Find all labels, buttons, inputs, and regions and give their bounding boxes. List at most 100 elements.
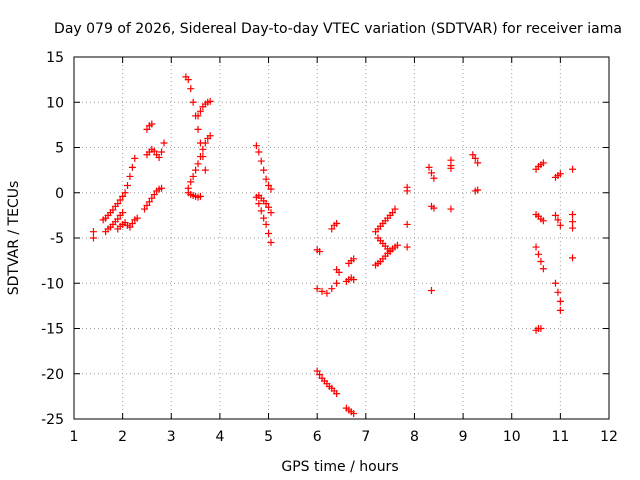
series-arc-al bbox=[552, 279, 564, 314]
data-point bbox=[133, 214, 141, 222]
data-point bbox=[556, 170, 564, 178]
data-point bbox=[158, 148, 166, 156]
data-point bbox=[447, 205, 455, 213]
series-arc-n bbox=[255, 191, 275, 217]
data-point bbox=[539, 217, 547, 225]
series-arc-aj bbox=[552, 170, 564, 181]
series-arc-i bbox=[184, 132, 214, 192]
data-point bbox=[403, 220, 411, 228]
x-tick-label: 11 bbox=[551, 429, 569, 445]
data-point bbox=[265, 229, 273, 237]
data-point bbox=[260, 214, 268, 222]
series-arc-t bbox=[345, 255, 358, 267]
series-arc-v bbox=[342, 404, 358, 418]
data-point bbox=[128, 163, 136, 171]
series-arc-e bbox=[143, 120, 156, 133]
y-tick-label: 15 bbox=[46, 50, 64, 66]
data-point bbox=[556, 221, 564, 229]
data-point bbox=[323, 289, 331, 297]
y-axis-label: SDTVAR / TECUs bbox=[6, 181, 22, 296]
data-point bbox=[313, 285, 321, 293]
series-arc-af bbox=[532, 159, 547, 173]
x-tick-label: 4 bbox=[215, 429, 224, 445]
data-point bbox=[552, 279, 559, 287]
data-point bbox=[148, 194, 156, 202]
data-point bbox=[403, 243, 411, 251]
data-point bbox=[201, 139, 209, 147]
data-point bbox=[532, 243, 540, 251]
data-point bbox=[552, 211, 559, 219]
data-point bbox=[262, 175, 270, 183]
data-point bbox=[328, 225, 336, 233]
x-tick-label: 12 bbox=[600, 429, 618, 445]
x-tick-label: 5 bbox=[264, 429, 273, 445]
data-point bbox=[160, 139, 168, 147]
data-point bbox=[427, 286, 435, 294]
data-point bbox=[447, 164, 455, 172]
data-point bbox=[333, 279, 341, 287]
data-point bbox=[199, 145, 207, 153]
x-tick-label: 8 bbox=[410, 429, 419, 445]
series-arc-q bbox=[328, 220, 341, 233]
series-arc-d bbox=[114, 214, 141, 233]
data-point bbox=[474, 186, 482, 194]
series-arc-aa bbox=[425, 163, 438, 182]
series-arc-r bbox=[333, 266, 343, 276]
data-point bbox=[386, 248, 394, 256]
data-point bbox=[116, 196, 124, 204]
data-point bbox=[143, 201, 151, 209]
data-point bbox=[403, 187, 411, 195]
data-point bbox=[145, 198, 153, 206]
data-point bbox=[119, 209, 127, 217]
data-point bbox=[126, 172, 134, 180]
data-point bbox=[350, 255, 358, 263]
series-arc-g bbox=[143, 139, 168, 161]
series-arc-ad bbox=[447, 156, 455, 213]
data-point bbox=[389, 209, 397, 217]
y-tick-label: 5 bbox=[55, 141, 64, 157]
series-arc-w bbox=[372, 205, 399, 236]
data-point bbox=[569, 165, 577, 173]
data-point bbox=[255, 148, 263, 156]
series-arc-ab bbox=[427, 202, 438, 212]
data-point bbox=[89, 228, 97, 236]
data-point bbox=[196, 192, 204, 200]
y-tick-label: 0 bbox=[55, 186, 64, 202]
data-point bbox=[350, 276, 358, 284]
series-arc-ak bbox=[552, 211, 564, 229]
data-point bbox=[537, 325, 545, 332]
data-point bbox=[131, 154, 139, 162]
data-point bbox=[539, 265, 547, 273]
data-point bbox=[425, 163, 433, 171]
grid bbox=[74, 57, 609, 419]
series-arc-am bbox=[569, 165, 577, 262]
data-point bbox=[556, 297, 564, 305]
data-point bbox=[333, 220, 341, 228]
series-arc-c bbox=[102, 209, 127, 236]
series-arc-ac bbox=[427, 286, 435, 294]
series-arc-z bbox=[403, 183, 411, 251]
series-arc-b bbox=[99, 154, 139, 224]
series-arc-s bbox=[342, 274, 358, 285]
data-point bbox=[267, 185, 275, 193]
data-point bbox=[150, 191, 158, 199]
chart-title: Day 079 of 2026, Sidereal Day-to-day VTE… bbox=[54, 21, 622, 37]
data-point bbox=[126, 223, 134, 231]
data-point bbox=[189, 172, 197, 180]
x-tick-label: 3 bbox=[167, 429, 176, 445]
data-point bbox=[124, 182, 131, 190]
y-tick-label: -25 bbox=[41, 412, 64, 428]
data-point bbox=[196, 107, 204, 115]
data-point bbox=[141, 205, 149, 213]
series-arc-k bbox=[194, 97, 214, 120]
data-point bbox=[158, 184, 166, 192]
x-tick-label: 9 bbox=[459, 429, 468, 445]
data-points bbox=[89, 73, 577, 418]
data-point bbox=[316, 248, 324, 256]
series-arc-ah bbox=[532, 243, 547, 273]
data-point bbox=[201, 166, 209, 174]
data-point bbox=[471, 154, 479, 162]
data-point bbox=[335, 268, 343, 276]
plot-frame bbox=[73, 56, 610, 420]
